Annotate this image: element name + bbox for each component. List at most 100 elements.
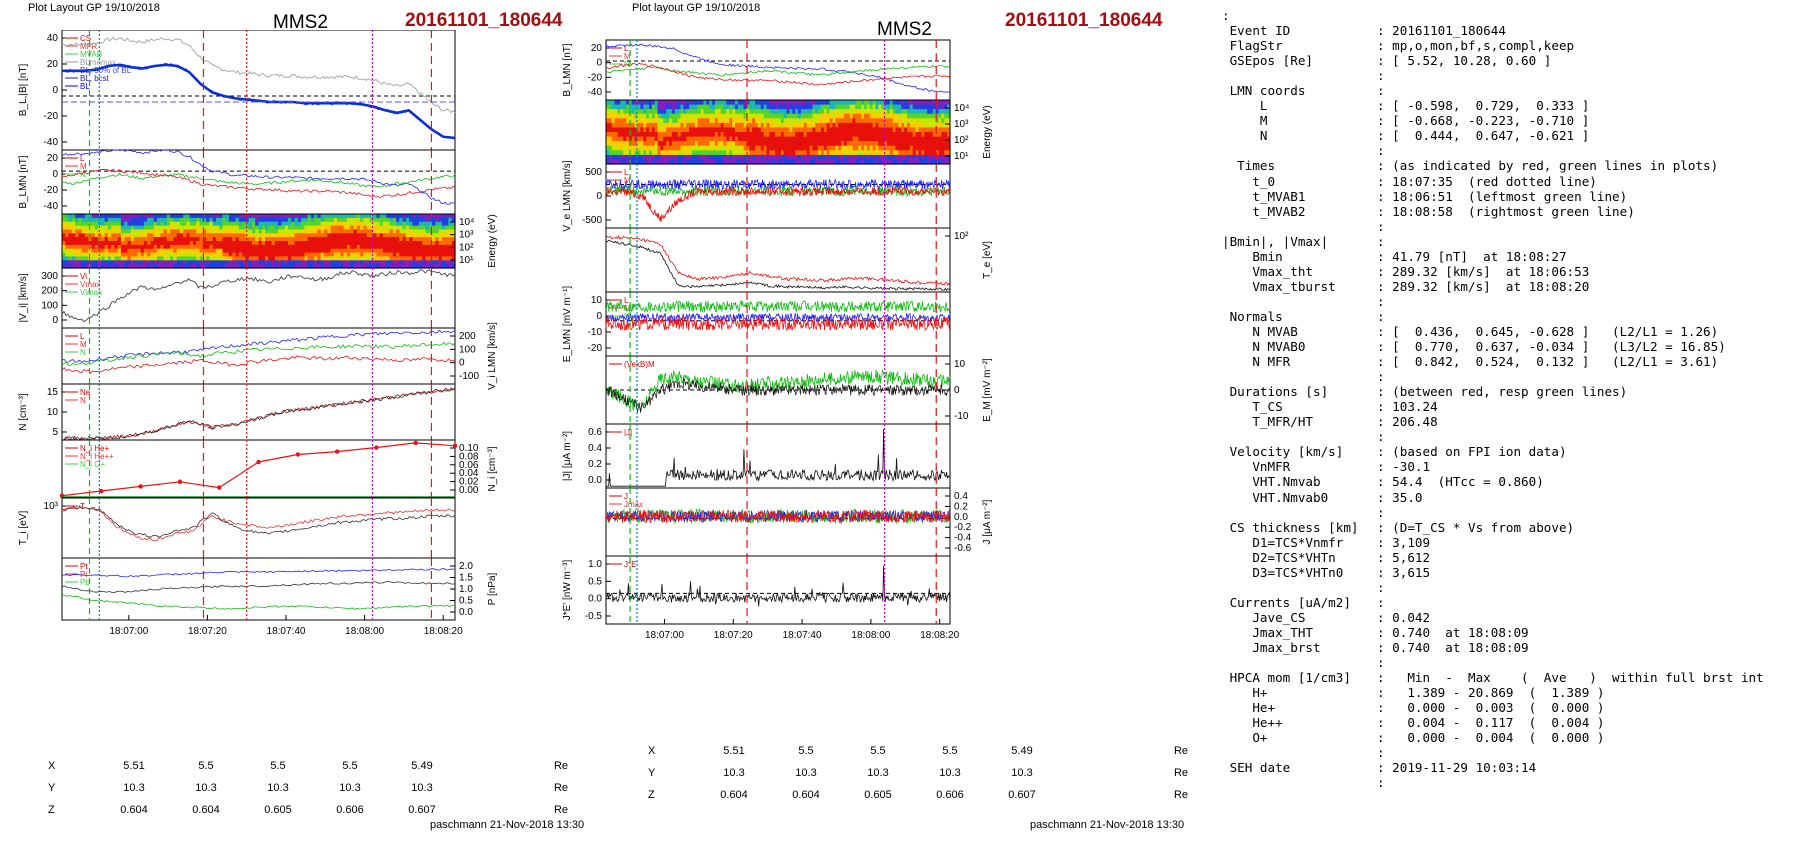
spectrogram-cell (866, 122, 871, 129)
spectrogram-cell (255, 252, 260, 258)
spectrogram-cell (166, 252, 171, 258)
spectrogram-cell (294, 225, 299, 231)
spectrogram-cell (389, 237, 394, 242)
spectrogram-cell (117, 217, 122, 223)
spectrogram-cell (637, 100, 641, 106)
spectrogram-cell (746, 145, 750, 151)
spectrogram-cell (432, 221, 436, 227)
spectrogram-cell (245, 252, 250, 258)
spectrogram-cell (752, 132, 756, 138)
spectrogram-cell (127, 221, 132, 227)
spectrogram-cell (320, 241, 325, 246)
spectrogram-cell (274, 229, 279, 234)
spectrogram-cell (929, 132, 934, 138)
spectrogram-cell (643, 113, 647, 119)
spectrogram-cell (281, 221, 286, 227)
spectrogram-cell (720, 150, 725, 156)
spectrogram-cell (803, 122, 808, 129)
panel-frame (605, 555, 951, 625)
spectrogram-cell (892, 109, 897, 115)
summary-value: : 35.0 (1377, 489, 1423, 505)
spectrogram-cell (714, 118, 719, 124)
summary-line: : (1222, 219, 1764, 234)
spectrogram-cell (320, 225, 325, 231)
spectrogram-cell (611, 122, 616, 129)
spectrogram-cell (382, 214, 387, 219)
spectrogram-cell (356, 221, 361, 227)
spectrogram-cell (938, 109, 942, 115)
spectrogram-cell (826, 154, 831, 161)
spectrogram-cell (752, 122, 756, 129)
spectrogram-cell (186, 241, 191, 246)
spectrogram-cell (606, 100, 610, 106)
spectrogram-cell (674, 136, 679, 142)
spectrogram-cell (686, 145, 690, 151)
spectrogram-cell (737, 113, 742, 119)
spectrogram-cell (101, 214, 106, 219)
spectrogram-cell (778, 154, 782, 161)
spectrogram-cell (732, 118, 736, 124)
spectrogram-cell (88, 252, 93, 258)
spectrogram-cell (314, 229, 319, 234)
spectrogram-cell (330, 264, 335, 269)
summary-line: |Bmin|, |Vmax|: (1222, 234, 1764, 249)
spectrogram-cell (651, 122, 656, 129)
spectrogram-cell (173, 221, 178, 227)
y-tick-label: 200 (459, 331, 476, 342)
spectrogram-cell (258, 214, 263, 219)
series-absJ (606, 428, 951, 487)
spectrogram-cell (769, 104, 773, 110)
spectrogram-cell (875, 113, 879, 119)
spectrogram-cell (438, 225, 443, 231)
spectrogram-cell (399, 221, 404, 227)
spectrogram-cell (861, 154, 865, 161)
spectrogram-cell (91, 252, 96, 258)
spectrogram-cell (855, 122, 859, 129)
legend-label: T (80, 502, 85, 511)
spectrogram-cell (683, 145, 687, 151)
spectrogram-cell (760, 122, 765, 129)
spectrogram-cell (700, 104, 705, 110)
spectrogram-cell (422, 252, 427, 258)
spectrogram-cell (186, 225, 191, 231)
spectrogram-cell (740, 132, 745, 138)
spectrogram-cell (680, 127, 684, 133)
spectrogram-cell (392, 221, 397, 227)
spectrogram-cell (291, 233, 296, 238)
series-EM (605, 312, 951, 323)
y-tick-label: -0.4 (954, 533, 972, 544)
spectrogram-cell (225, 244, 230, 250)
spectrogram-cell (821, 159, 825, 165)
spectrogram-cell (706, 145, 710, 151)
summary-key: Velocity [km/s] (1222, 444, 1344, 460)
spectrogram-cell (212, 256, 217, 261)
summary-key: Jmax_THT (1222, 624, 1313, 640)
ephemeris-value: 10.3 (123, 782, 145, 794)
spectrogram-cell (235, 244, 240, 250)
spectrogram-cell (614, 127, 619, 133)
spectrogram-cell (320, 237, 325, 242)
spectrogram-cell (843, 145, 848, 151)
spectrogram-cell (852, 145, 856, 151)
spectrogram-cell (729, 154, 733, 161)
spectrogram-cell (346, 221, 351, 227)
spectrogram-cell (660, 109, 664, 115)
summary-key: FlagStr (1222, 38, 1283, 54)
spectrogram-cell (215, 252, 220, 258)
spectrogram-cell (317, 241, 322, 246)
spectrogram-cell (838, 109, 842, 115)
spectrogram-cell (81, 217, 86, 223)
summary-line: Times: (as indicated by red, green lines… (1222, 158, 1764, 173)
spectrogram-cell (626, 150, 630, 156)
spectrogram-cell (281, 256, 286, 261)
spectrogram-cell (225, 221, 230, 227)
spectrogram-cell (432, 244, 436, 250)
spectrogram-cell (726, 109, 730, 115)
spectrogram-cell (343, 244, 348, 250)
spectrogram-cell (775, 104, 779, 110)
spectrogram-cell (389, 248, 394, 254)
spectrogram-cell (265, 217, 269, 223)
summary-key: He++ (1222, 715, 1283, 731)
spectrogram-cell (278, 252, 282, 258)
spectrogram-cell (838, 127, 842, 133)
